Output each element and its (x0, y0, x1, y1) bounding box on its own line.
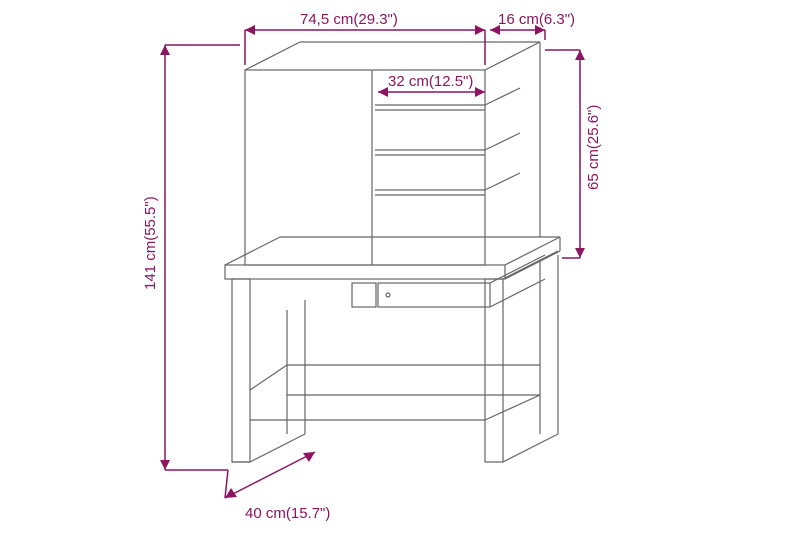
dim-upper-height: 65 cm(25.6") (585, 105, 602, 190)
diagram-container: 141 cm(55.5") 74,5 cm(29.3") 16 cm(6.3")… (0, 0, 800, 533)
furniture-outline (225, 42, 560, 462)
dim-height-overall: 141 cm(55.5") (142, 196, 159, 290)
dim-shelf-width: 32 cm(12.5") (388, 73, 473, 90)
dim-width-top: 74,5 cm(29.3") (300, 11, 398, 28)
dim-depth-base: 40 cm(15.7") (245, 505, 330, 522)
technical-drawing: 141 cm(55.5") 74,5 cm(29.3") 16 cm(6.3")… (0, 0, 800, 533)
dim-depth-top: 16 cm(6.3") (498, 11, 575, 28)
